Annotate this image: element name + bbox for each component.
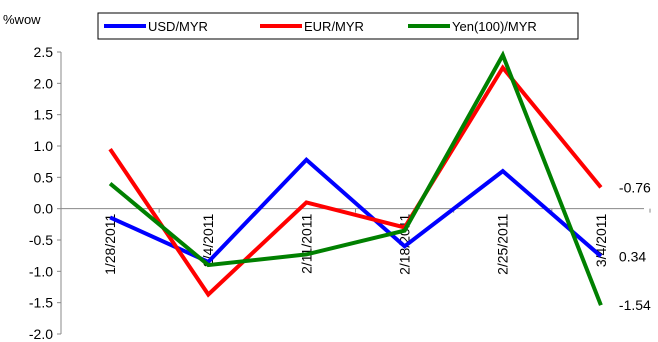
y-tick-label: 0.5 (34, 169, 54, 185)
end-value-label: 0.34 (619, 248, 646, 264)
series-lines (108, 50, 603, 306)
series-line-1 (109, 157, 603, 265)
y-tick-label: 2.0 (34, 75, 54, 91)
y-tick-label: 1.5 (34, 107, 54, 123)
legend-label-eur: EUR/MYR (304, 19, 364, 34)
x-tick-label: 1/28/2011 (102, 213, 118, 274)
y-tick-label: -1.0 (29, 263, 53, 279)
y-tick-label: -0.5 (29, 232, 53, 248)
legend-label-usd: USD/MYR (148, 19, 208, 34)
axes: 2.5 2.0 1.5 1.0 0.5 0.0 -0.5 -1.0 -1.5 -2.0 1/28/2… (29, 44, 651, 342)
y-tick-label: -2.0 (29, 326, 53, 342)
x-tick-label: 2/4/2011 (200, 213, 216, 267)
x-tick-label: 2/25/2011 (495, 213, 511, 274)
legend: USD/MYR EUR/MYR Yen(100)/MYR (97, 12, 579, 40)
y-axis-label: %wow (3, 12, 41, 27)
x-tick-label: 2/11/2011 (298, 213, 314, 273)
legend-label-yen: Yen(100)/MYR (452, 19, 537, 34)
y-tick-label: -1.5 (29, 295, 53, 311)
end-labels: 0.34 -0.76 -1.54 (619, 179, 651, 313)
series-line-2 (108, 64, 603, 298)
y-tick-label: 1.0 (34, 138, 54, 154)
end-value-label: -1.54 (619, 297, 651, 313)
end-value-label: -0.76 (619, 179, 651, 195)
y-tick-label: 0.0 (34, 201, 54, 217)
legend-box (97, 12, 579, 40)
y-tick-label: 2.5 (34, 44, 54, 60)
x-tick-label: 3/4/2011 (593, 213, 609, 267)
series-line-3 (108, 50, 603, 306)
